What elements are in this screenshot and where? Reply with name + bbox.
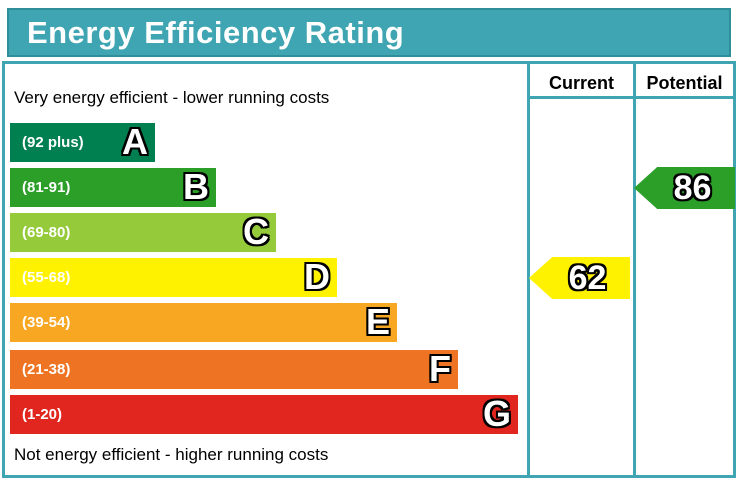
band-b-range: (81-91) [22,179,71,196]
potential-rating-arrow: 86 [634,167,735,209]
band-a-range: (92 plus) [22,134,84,151]
page-title: Energy Efficiency Rating [7,8,731,57]
band-g-range: (1-20) [22,406,63,423]
band-e-letter: E [365,300,390,342]
band-c-letter: C [243,210,269,252]
current-rating-arrow: 62 [529,257,630,299]
band-f-letter: F [429,347,451,389]
band-d-letter: D [304,255,330,297]
band-a: (92 plus) A [10,123,155,162]
band-f-range: (21-38) [22,361,71,378]
band-c-range: (69-80) [22,224,71,241]
current-rating-value: 62 [568,259,607,297]
band-g: (1-20) G [10,395,518,434]
band-d: (55-68) D [10,258,337,297]
band-e: (39-54) E [10,303,397,342]
bottom-caption: Not energy efficient - higher running co… [14,445,329,464]
band-f: (21-38) F [10,350,458,389]
energy-rating-chart: Current Potential Very energy efficient … [2,61,736,478]
potential-column-divider [633,64,636,475]
band-a-letter: A [122,120,148,162]
band-e-range: (39-54) [22,314,71,331]
band-b: (81-91) B [10,168,216,207]
current-column-divider [527,64,530,475]
potential-column-header: Potential [646,73,723,93]
potential-rating-value: 86 [673,169,712,207]
current-column-header: Current [548,73,614,93]
band-b-letter: B [183,165,209,207]
band-g-letter: G [482,392,511,434]
band-d-range: (55-68) [22,269,71,286]
band-c: (69-80) C [10,213,276,252]
top-caption: Very energy efficient - lower running co… [14,88,330,107]
column-header-underline [527,96,733,99]
